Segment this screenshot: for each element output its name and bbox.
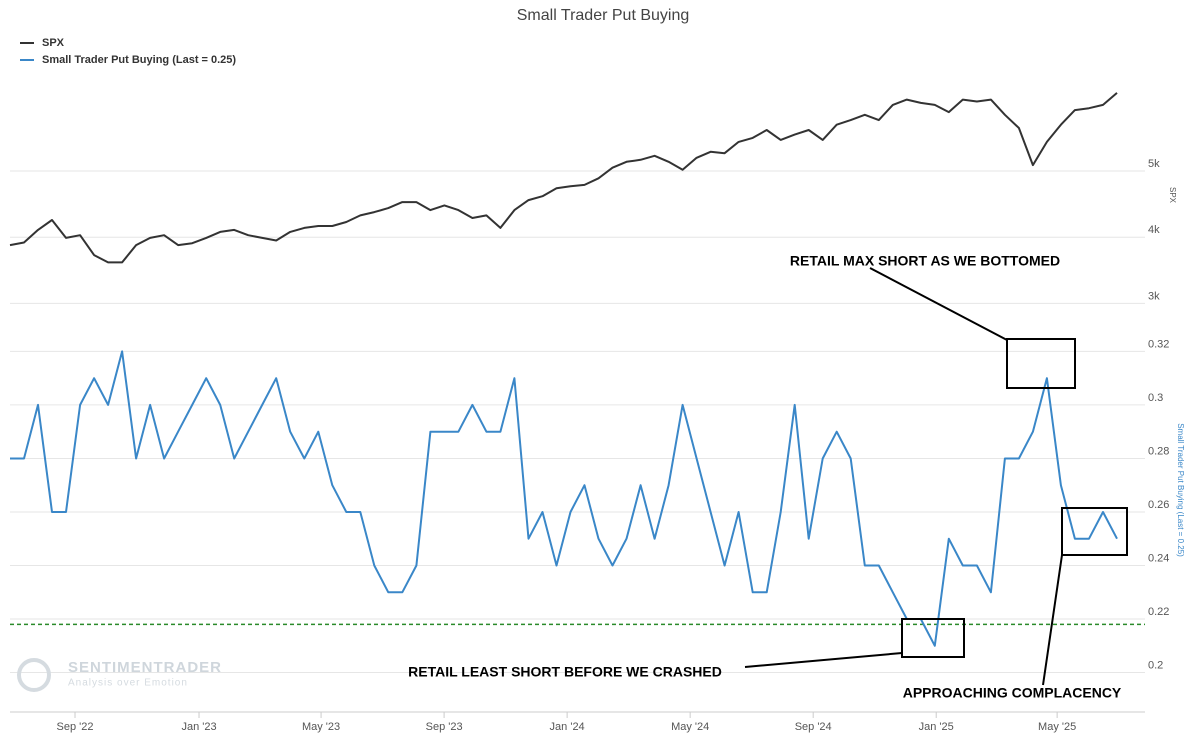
y-tick-label: 0.26 (1148, 499, 1169, 511)
watermark-text: SENTIMENTRADER (68, 659, 222, 676)
annotation-box (1061, 507, 1128, 556)
series-line (9, 92, 1118, 264)
y-axis-title: Small Trader Put Buying (Last = 0.25) (1176, 423, 1185, 557)
x-tick-label: May '24 (671, 721, 709, 733)
marks (9, 92, 1145, 647)
y-axis-title: SPX (1168, 187, 1177, 204)
legend: SPX Small Trader Put Buying (Last = 0.25) (20, 37, 236, 66)
x-tick-label: Jan '24 (550, 721, 585, 733)
annotation: APPROACHING COMPLACENCY (903, 685, 1122, 701)
y-tick-label: 0.32 (1148, 338, 1169, 350)
y-tick-label: 4k (1148, 224, 1160, 236)
y-tick-label: 5k (1148, 158, 1160, 170)
annotation-shapes (744, 267, 1128, 686)
annotation-box (901, 618, 965, 658)
x-tick-label: Sep '23 (426, 721, 463, 733)
annotation-arrow (744, 652, 903, 668)
annotation: RETAIL MAX SHORT AS WE BOTTOMED (790, 253, 1060, 269)
plot: 3k 4k 5k 0.2 0.22 0.24 0.26 0.28 0.3 0.32 Sep '22 J… (9, 37, 1169, 733)
x-tick-label: Jan '23 (181, 721, 216, 733)
watermark: SENTIMENTRADER Analysis over Emotion (17, 658, 222, 692)
annotation-arrow (869, 267, 1008, 341)
y-tick-label: 0.2 (1148, 659, 1163, 671)
annotation-box (1006, 338, 1076, 389)
y-tick-label: 3k (1148, 290, 1160, 302)
y-tick-label: 0.3 (1148, 392, 1163, 404)
legend-label: SPX (42, 37, 65, 49)
grid: 3k 4k 5k 0.2 0.22 0.24 0.26 0.28 0.3 0.32 Sep '22 J… (10, 158, 1169, 733)
y-tick-label: 0.28 (1148, 445, 1169, 457)
annotation: RETAIL LEAST SHORT BEFORE WE CRASHED (408, 664, 722, 680)
y-tick-label: 0.22 (1148, 606, 1169, 618)
x-tick-label: Sep '24 (795, 721, 832, 733)
x-tick-label: Sep '22 (57, 721, 94, 733)
legend-label: Small Trader Put Buying (Last = 0.25) (42, 54, 236, 66)
annotation-arrow (1042, 554, 1063, 686)
chart-title: Small Trader Put Buying (517, 7, 690, 24)
y-tick-label: 0.24 (1148, 552, 1169, 564)
x-tick-label: May '23 (302, 721, 340, 733)
watermark-text: Analysis over Emotion (68, 678, 188, 689)
series-line (10, 350, 1118, 647)
x-tick-label: Jan '25 (919, 721, 954, 733)
x-tick-label: May '25 (1038, 721, 1076, 733)
watermark-logo (17, 658, 51, 692)
